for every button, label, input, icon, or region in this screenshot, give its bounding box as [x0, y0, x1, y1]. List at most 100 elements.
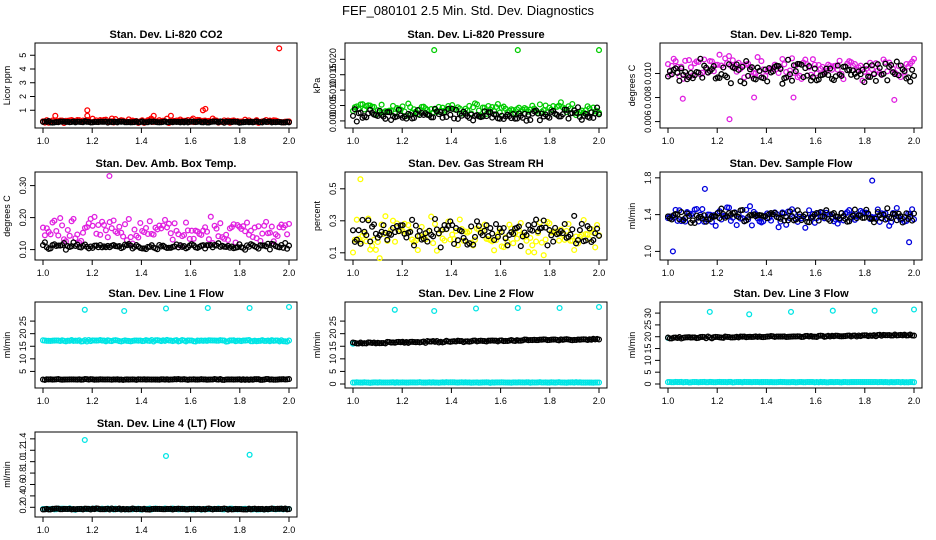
- data-point: [588, 109, 595, 116]
- outlier-point: [162, 452, 170, 460]
- data-point: [531, 249, 538, 256]
- data-point: [785, 217, 792, 224]
- y-tick-label: 0.015: [328, 63, 338, 86]
- data-point: [431, 215, 439, 223]
- x-tick-label: 1.0: [37, 396, 50, 406]
- data-point: [720, 64, 727, 71]
- data-point: [363, 238, 370, 245]
- data-point: [710, 63, 717, 70]
- data-point: [154, 505, 161, 512]
- data-point: [449, 105, 456, 112]
- outlier-point: [514, 304, 521, 312]
- data-point: [888, 61, 895, 69]
- data-point: [807, 378, 815, 386]
- data-point: [693, 205, 700, 213]
- data-point: [578, 379, 585, 386]
- data-point: [259, 230, 266, 237]
- data-point: [863, 379, 870, 386]
- data-point: [735, 66, 742, 73]
- data-point: [97, 506, 104, 513]
- x-tick-label: 1.0: [37, 525, 50, 535]
- data-point: [135, 234, 142, 241]
- data-point: [211, 118, 218, 125]
- plot-frame: [659, 171, 923, 261]
- data-point: [351, 106, 358, 113]
- x-tick-label: 2.0: [283, 525, 296, 535]
- data-point: [485, 109, 492, 116]
- data-point: [251, 376, 258, 383]
- data-point: [285, 220, 293, 227]
- data-point: [534, 110, 542, 117]
- data-point: [226, 337, 233, 344]
- x-tick-label: 2.0: [908, 136, 921, 146]
- plot-frame: [344, 42, 608, 129]
- data-point: [523, 379, 530, 386]
- data-point: [594, 221, 601, 229]
- data-point: [492, 221, 500, 228]
- y-tick-label: 15: [643, 344, 653, 354]
- data-point: [355, 227, 362, 234]
- data-point: [190, 235, 197, 242]
- data-point: [800, 379, 807, 386]
- data-point: [399, 222, 406, 229]
- outlier-point: [871, 307, 878, 314]
- data-point: [893, 217, 900, 224]
- x-tick-label: 1.8: [544, 396, 557, 406]
- data-point: [200, 376, 207, 383]
- data-point: [576, 227, 583, 234]
- data-point: [441, 237, 448, 244]
- x-tick-label: 1.6: [184, 525, 197, 535]
- outlier-point: [106, 172, 113, 180]
- data-point: [120, 233, 127, 240]
- data-point: [590, 237, 597, 244]
- data-point: [215, 505, 222, 513]
- data-point: [445, 105, 452, 112]
- data-point: [884, 77, 891, 84]
- data-point: [68, 376, 75, 383]
- data-point: [365, 217, 372, 224]
- x-tick-label: 1.4: [760, 396, 773, 406]
- series-black: [39, 375, 293, 383]
- data-point: [430, 240, 437, 247]
- x-tick-label: 1.8: [544, 136, 557, 146]
- y-tick-label: 0.005: [328, 94, 338, 117]
- data-point: [41, 232, 48, 239]
- data-point: [544, 242, 551, 249]
- y-tick-label: 0.5: [328, 183, 338, 196]
- data-point: [100, 221, 108, 229]
- series-magenta: [39, 172, 293, 249]
- data-point: [182, 219, 190, 226]
- data-point: [473, 101, 481, 108]
- series-black: [39, 118, 293, 126]
- data-point: [513, 235, 521, 242]
- series-black: [39, 239, 293, 253]
- outlier-point: [285, 303, 293, 311]
- data-point: [517, 243, 524, 250]
- data-point: [893, 378, 900, 386]
- y-tick-label: 0.1: [328, 247, 338, 260]
- data-point: [821, 70, 828, 78]
- data-point: [285, 337, 293, 344]
- data-point: [91, 213, 98, 220]
- panel-5: Stan. Dev. Gas Stream RH percent 1.0 1.2 1.4…: [312, 158, 608, 278]
- data-point: [435, 230, 442, 237]
- data-point: [349, 227, 357, 234]
- data-point: [57, 506, 64, 513]
- data-point: [809, 56, 816, 63]
- data-point: [504, 242, 511, 249]
- outlier-point: [891, 96, 898, 103]
- data-point: [186, 337, 193, 344]
- data-point: [578, 220, 585, 227]
- x-tick-label: 2.0: [908, 396, 921, 406]
- x-tick-label: 1.0: [662, 268, 675, 278]
- outlier-point: [679, 95, 686, 102]
- data-point: [95, 221, 102, 229]
- data-point: [574, 104, 582, 111]
- data-point: [872, 215, 879, 222]
- data-point: [544, 379, 551, 386]
- data-point: [353, 216, 360, 223]
- x-tick-label: 2.0: [593, 396, 606, 406]
- data-point: [703, 379, 710, 386]
- data-point: [502, 235, 509, 242]
- x-tick-label: 1.4: [760, 136, 773, 146]
